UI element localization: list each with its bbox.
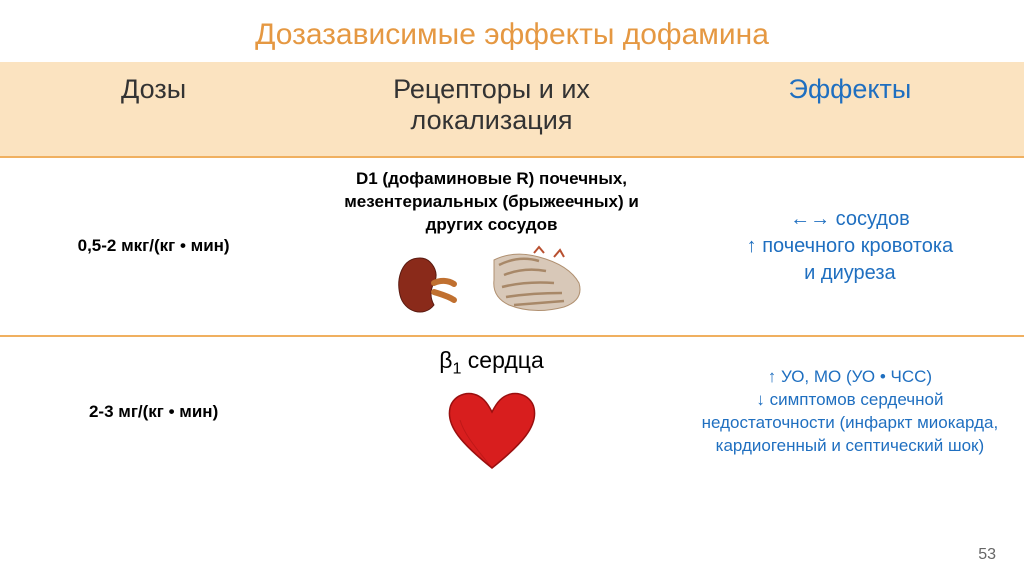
col-receptors: Рецепторы и их локализация bbox=[307, 62, 676, 157]
effect-line: ←→ сосудов bbox=[690, 206, 1010, 233]
effect-line: ↓ симптомов сердечной недостаточности (и… bbox=[690, 389, 1010, 458]
kidney-icon bbox=[390, 250, 468, 320]
image-row bbox=[321, 386, 662, 476]
table-header-row: Дозы Рецепторы и их локализация Эффекты bbox=[0, 62, 1024, 157]
effect-text: ←→ сосудов ↑ почечного кровотока и диуре… bbox=[690, 206, 1010, 287]
dose-value: 2-3 мг/(кг • мин) bbox=[14, 402, 293, 422]
heart-label: сердца bbox=[461, 347, 543, 373]
page-title: Дозазависимые эффекты дофамина bbox=[0, 0, 1024, 62]
beta-symbol: β bbox=[439, 347, 452, 373]
col-doses: Дозы bbox=[0, 62, 307, 157]
col-effects: Эффекты bbox=[676, 62, 1024, 157]
receptor-text: D1 (дофаминовые R) почечных, мезентериал… bbox=[321, 168, 662, 237]
intestine-icon bbox=[484, 245, 594, 325]
dose-value: 0,5-2 мкг/(кг • мин) bbox=[14, 236, 293, 256]
image-row bbox=[321, 245, 662, 325]
effect-line: ↑ УО, МО (УО • ЧСС) bbox=[690, 366, 1010, 389]
effect-text: ↑ УО, МО (УО • ЧСС) ↓ симптомов сердечно… bbox=[690, 366, 1010, 458]
receptor-heading: β1 сердца bbox=[321, 347, 662, 379]
page-number: 53 bbox=[978, 546, 996, 564]
table-row: 2-3 мг/(кг • мин) β1 сердца ↑ УО, МО (УО… bbox=[0, 336, 1024, 487]
table-row: 0,5-2 мкг/(кг • мин) D1 (дофаминовые R) … bbox=[0, 157, 1024, 336]
effects-table: Дозы Рецепторы и их локализация Эффекты … bbox=[0, 62, 1024, 486]
effect-line: ↑ почечного кровотока bbox=[690, 233, 1010, 260]
heart-icon bbox=[442, 386, 542, 476]
effect-line: и диуреза bbox=[690, 260, 1010, 287]
